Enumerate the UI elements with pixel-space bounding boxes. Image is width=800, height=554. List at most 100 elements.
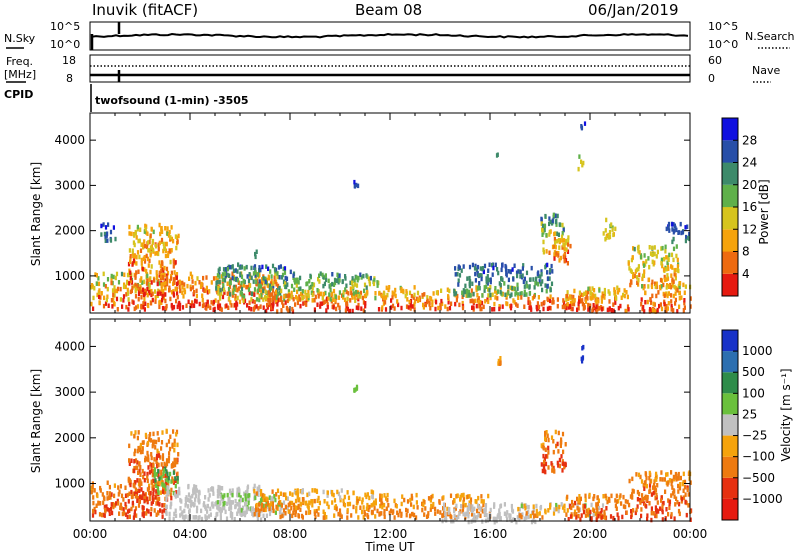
- data-cell: [469, 293, 472, 298]
- data-cell: [474, 298, 477, 304]
- data-cell: [488, 288, 491, 293]
- data-cell: [155, 512, 158, 517]
- data-cell: [172, 289, 175, 294]
- data-cell: [122, 497, 125, 502]
- data-cell: [566, 301, 569, 307]
- data-cell: [465, 511, 468, 517]
- data-cell: [586, 511, 589, 517]
- data-cell: [429, 507, 432, 512]
- data-cell: [266, 305, 269, 310]
- data-cell: [666, 293, 669, 299]
- data-cell: [290, 505, 293, 511]
- data-cell: [141, 495, 144, 500]
- data-cell: [261, 493, 264, 498]
- freq-tick-top: 18: [62, 54, 76, 67]
- data-cell: [614, 292, 617, 297]
- data-cell: [124, 512, 128, 517]
- data-cell: [142, 256, 145, 261]
- data-cell: [628, 502, 631, 508]
- data-cell: [262, 276, 265, 281]
- data-cell: [274, 279, 278, 284]
- data-cell: [457, 264, 460, 269]
- data-cell: [254, 267, 257, 272]
- data-cell: [137, 297, 140, 302]
- data-cell: [319, 271, 322, 276]
- data-cell: [560, 437, 563, 442]
- data-cell: [198, 489, 201, 495]
- data-cell: [161, 453, 165, 458]
- data-cell: [228, 488, 232, 494]
- data-cell: [434, 506, 437, 512]
- data-cell: [562, 254, 565, 260]
- data-cell: [173, 448, 176, 453]
- data-cell: [542, 250, 545, 255]
- data-cell: [322, 509, 325, 514]
- data-cell: [400, 501, 403, 507]
- data-cell: [654, 513, 657, 519]
- data-cell: [258, 283, 261, 288]
- data-cell: [577, 166, 580, 172]
- data-cell: [579, 496, 582, 502]
- data-cell: [271, 288, 275, 293]
- data-cell: [185, 495, 188, 500]
- data-cell: [415, 500, 418, 505]
- data-cell: [612, 515, 615, 521]
- data-cell: [342, 290, 345, 295]
- data-cell: [152, 484, 155, 490]
- data-cell: [367, 276, 370, 281]
- data-cell: [652, 490, 655, 496]
- data-cell: [107, 222, 110, 227]
- data-cell: [147, 454, 150, 459]
- data-cell: [126, 492, 129, 498]
- data-cell: [687, 503, 690, 508]
- data-cell: [667, 257, 670, 262]
- data-cell: [256, 510, 260, 515]
- data-cell: [317, 289, 320, 294]
- data-cell: [577, 508, 580, 513]
- data-cell: [567, 235, 570, 240]
- data-cell: [587, 302, 590, 308]
- data-cell: [675, 477, 678, 482]
- data-cell: [557, 232, 560, 237]
- data-cell: [357, 515, 360, 520]
- data-cell: [674, 502, 677, 507]
- data-cell: [564, 442, 567, 447]
- data-cell: [456, 493, 459, 498]
- data-cell: [563, 503, 566, 509]
- data-cell: [238, 265, 241, 270]
- data-cell: [224, 509, 227, 515]
- data-cell: [177, 452, 180, 457]
- data-cell: [595, 304, 598, 309]
- data-cell: [455, 516, 458, 522]
- data-cell: [579, 299, 583, 304]
- data-cell: [555, 251, 558, 256]
- data-cell: [114, 288, 117, 294]
- data-cell: [554, 429, 557, 435]
- data-cell: [637, 264, 640, 269]
- data-cell: [173, 270, 176, 275]
- data-cell: [553, 231, 556, 237]
- data-cell: [283, 297, 286, 302]
- data-cell: [480, 306, 483, 312]
- data-cell: [625, 510, 628, 515]
- data-cell: [576, 307, 579, 312]
- data-cell: [254, 275, 257, 281]
- data-cell: [133, 451, 136, 457]
- data-cell: [458, 273, 462, 278]
- data-cell: [172, 429, 175, 434]
- data-cell: [187, 299, 190, 304]
- data-cell: [351, 284, 354, 289]
- data-cell: [322, 291, 325, 297]
- data-cell: [556, 460, 559, 466]
- data-cell: [468, 500, 471, 505]
- data-cell: [518, 513, 521, 518]
- data-cell: [660, 470, 663, 475]
- data-cell: [160, 300, 163, 305]
- data-cell: [92, 495, 95, 500]
- data-cell: [432, 501, 435, 507]
- data-cell: [179, 506, 182, 511]
- data-cell: [555, 506, 558, 512]
- data-cell: [159, 508, 162, 513]
- data-cell: [269, 298, 272, 303]
